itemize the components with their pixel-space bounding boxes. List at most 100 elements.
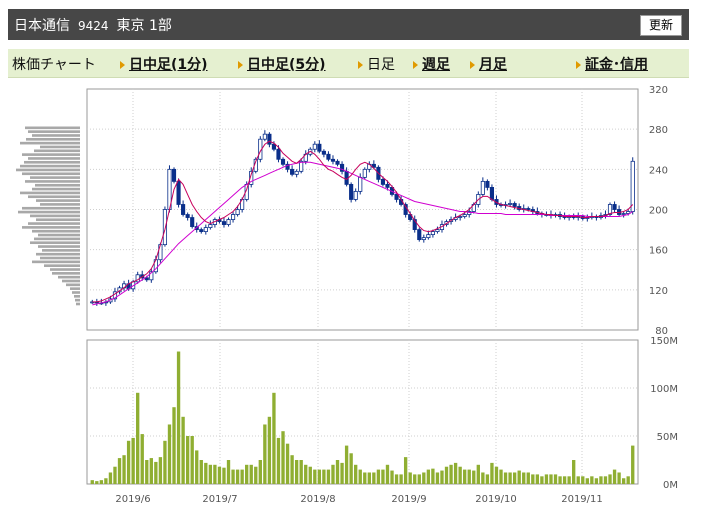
volume-bar — [90, 480, 94, 484]
volume-bar — [240, 469, 244, 484]
volume-bar — [149, 458, 153, 484]
volume-profile-bar — [22, 172, 80, 176]
volume-bar — [104, 478, 108, 484]
volume-profile-bar — [40, 203, 80, 206]
candle-body — [321, 150, 326, 155]
volume-bar — [535, 474, 540, 484]
volume-bar — [163, 440, 167, 484]
candle-body — [426, 234, 431, 239]
x-tick-label: 2019/8 — [300, 494, 335, 505]
candle-body — [380, 178, 386, 185]
volume-bar — [544, 474, 549, 484]
volume-bar — [285, 443, 290, 484]
volume-profile-bar — [36, 199, 80, 202]
volume-bar — [190, 436, 194, 484]
tab-monthly-label: 月足 — [479, 57, 507, 73]
volume-bar — [195, 450, 199, 484]
volume-profile-bar — [28, 222, 80, 225]
arrow-icon — [576, 61, 581, 69]
candle-body — [607, 204, 613, 215]
candle-body — [480, 180, 485, 195]
moving-average-short-line — [92, 140, 634, 303]
arrow-icon — [238, 61, 243, 69]
chart-type-label: 株価チャート — [12, 57, 96, 73]
moving-average-long-line — [92, 161, 633, 306]
volume-bar — [235, 469, 240, 484]
chart-tab-bar: 株価チャート 日中足(1分) 日中足(5分) 日足 週足 月足 証金･信用 — [8, 49, 689, 78]
volume-profile-bar — [40, 145, 80, 149]
tab-intraday-5min[interactable]: 日中足(5分) — [238, 54, 326, 74]
candle-body — [385, 183, 390, 188]
volume-profile-bar — [66, 283, 80, 287]
volume-bar — [140, 434, 144, 484]
volume-bar — [599, 476, 603, 484]
volume-profile-bar — [50, 268, 80, 271]
candle-body — [199, 229, 204, 232]
candle-body — [462, 214, 467, 217]
volume-bar — [122, 455, 126, 484]
candle-body — [612, 204, 617, 210]
volume-bar — [231, 469, 235, 484]
tab-margin[interactable]: 証金･信用 — [576, 54, 648, 74]
candle-body — [208, 224, 213, 228]
tab-weekly[interactable]: 週足 — [413, 54, 450, 74]
volume-tick-label: 50M — [657, 432, 678, 443]
volume-profile-bar — [22, 153, 80, 156]
candle-body — [362, 168, 367, 178]
volume-profile-bar — [32, 229, 80, 233]
candle-body — [267, 133, 272, 145]
volume-bar — [612, 469, 617, 484]
volume-bar — [581, 476, 585, 484]
volume-bar — [308, 466, 312, 484]
volume-profile-bar — [52, 272, 80, 275]
volume-profile-bar — [74, 295, 80, 298]
x-tick-label: 2019/9 — [391, 494, 426, 505]
volume-bar — [590, 476, 594, 484]
volume-profile-bar — [25, 126, 80, 130]
volume-bar — [572, 460, 576, 484]
arrow-icon — [470, 61, 475, 69]
volume-bar — [444, 466, 449, 484]
candle-body — [371, 163, 376, 168]
volume-profile-bar — [32, 260, 80, 264]
volume-bar — [108, 472, 113, 484]
volume-profile-bar — [34, 237, 80, 241]
volume-bar — [158, 457, 163, 484]
tab-monthly[interactable]: 月足 — [470, 54, 507, 74]
arrow-icon — [413, 61, 418, 69]
volume-bar — [553, 474, 558, 484]
volume-bar — [594, 478, 599, 484]
volume-bar — [358, 469, 362, 484]
candle-body — [317, 143, 322, 152]
volume-bar — [603, 476, 608, 484]
volume-bar — [490, 462, 494, 484]
volume-bar — [204, 462, 208, 484]
volume-bar — [167, 424, 172, 484]
volume-profile-bar — [20, 164, 80, 168]
volume-bar — [199, 460, 203, 484]
candle-body — [339, 163, 345, 172]
arrow-icon — [358, 61, 363, 69]
volume-bar — [431, 468, 435, 484]
volume-bar — [290, 455, 294, 484]
volume-bar — [476, 464, 480, 484]
volume-profile-bar — [62, 279, 80, 283]
candle-body — [171, 168, 177, 182]
tab-intraday-1min[interactable]: 日中足(1分) — [120, 54, 208, 74]
volume-bar — [485, 474, 490, 484]
volume-profile-bar — [30, 241, 80, 245]
volume-bar — [299, 460, 303, 484]
volume-bar — [503, 472, 508, 484]
volume-profile-bar — [28, 130, 80, 133]
candle-body — [185, 214, 190, 218]
volume-bar — [526, 472, 530, 484]
volume-bar — [617, 472, 621, 484]
candle-body — [226, 219, 231, 225]
refresh-button[interactable]: 更新 — [640, 15, 682, 36]
volume-bar — [185, 436, 190, 484]
volume-bar — [567, 476, 571, 484]
volume-profile-bar — [40, 256, 80, 260]
candle-body — [262, 133, 267, 140]
volume-profile-bar — [42, 249, 80, 252]
